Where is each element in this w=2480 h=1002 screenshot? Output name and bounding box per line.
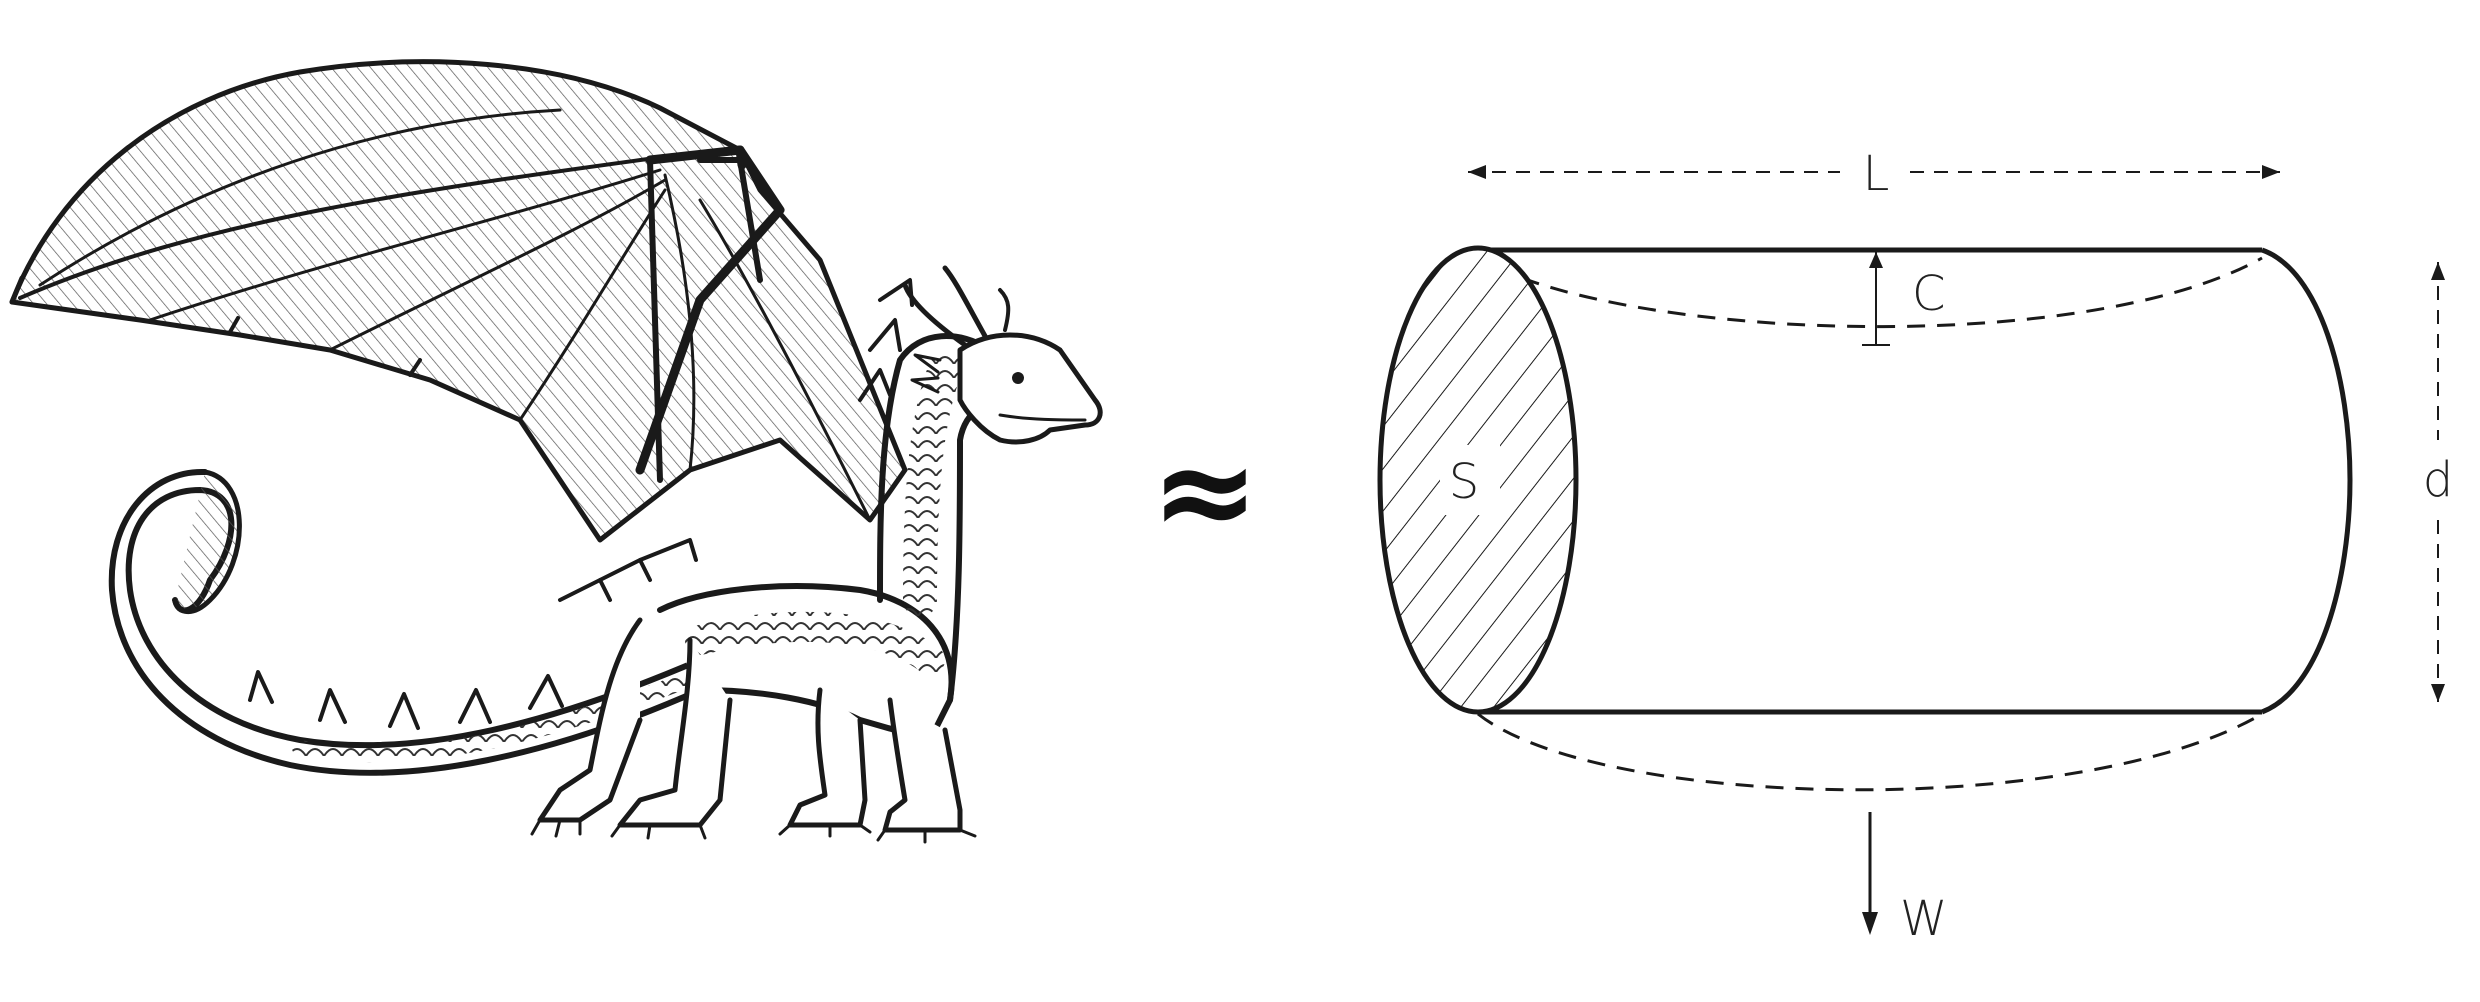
dragon-legs xyxy=(530,617,977,844)
deflected-top-curve xyxy=(1467,250,2263,329)
length-dimension xyxy=(1468,165,2280,179)
cylinder-diagram: L d C S xyxy=(1377,146,2453,947)
dragon-sketch-icon xyxy=(9,59,1103,844)
weight-label: W xyxy=(1900,891,1947,947)
weight-arrow-icon xyxy=(1862,912,1878,935)
camber-label: C xyxy=(1912,266,1946,322)
approx-symbol: ≈ xyxy=(1151,415,1260,567)
diameter-label: d xyxy=(2423,452,2453,508)
length-arrow-right-icon xyxy=(2262,165,2280,179)
length-arrow-left-icon xyxy=(1468,165,1486,179)
cross-section-label: S xyxy=(1449,454,1479,510)
dragon-body xyxy=(657,583,955,743)
cylinder-back-edge xyxy=(2261,247,2353,715)
dragon-wing xyxy=(9,59,908,543)
diameter-dimension xyxy=(2431,262,2445,702)
diameter-arrow-down-icon xyxy=(2431,684,2445,702)
dragon-head xyxy=(902,265,1103,445)
deflected-bottom-curve xyxy=(1477,712,2263,792)
cross-section-cap xyxy=(1377,245,1579,715)
length-label: L xyxy=(1863,146,1890,202)
camber-indicator xyxy=(1862,252,1890,346)
weight-arrow xyxy=(1862,812,1878,935)
camber-arrow-icon xyxy=(1869,252,1883,268)
dragon-tail xyxy=(108,468,708,776)
diameter-arrow-up-icon xyxy=(2431,262,2445,280)
